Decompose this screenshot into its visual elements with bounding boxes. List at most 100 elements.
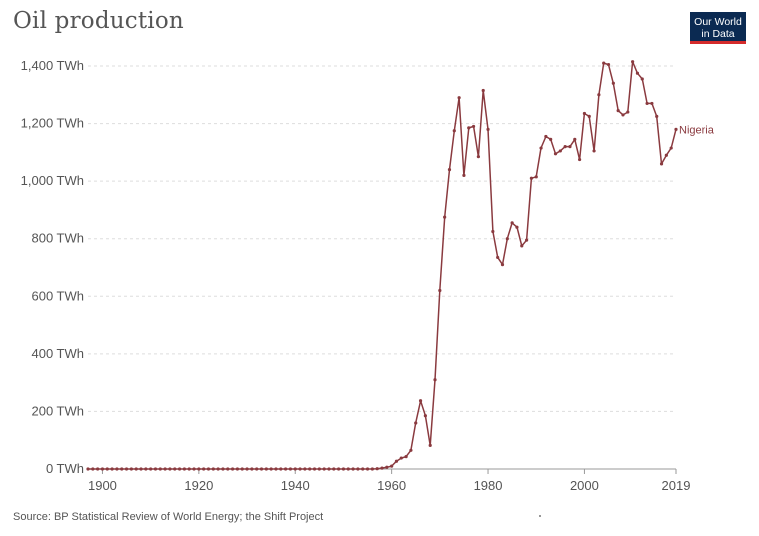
data-point[interactable]	[226, 467, 230, 471]
data-point[interactable]	[346, 467, 350, 471]
data-point[interactable]	[573, 137, 577, 142]
data-point[interactable]	[452, 129, 456, 133]
data-point[interactable]	[303, 467, 307, 471]
data-point[interactable]	[399, 456, 403, 460]
data-point[interactable]	[674, 127, 678, 131]
series-line-nigeria[interactable]	[88, 60, 677, 470]
data-point[interactable]	[264, 467, 268, 471]
data-point[interactable]	[418, 399, 423, 403]
data-point[interactable]	[187, 467, 191, 471]
data-point[interactable]	[250, 467, 254, 471]
data-point[interactable]	[182, 467, 186, 471]
data-point[interactable]	[505, 237, 509, 241]
data-point[interactable]	[626, 110, 630, 114]
data-point[interactable]	[370, 467, 374, 471]
data-point[interactable]	[385, 465, 389, 469]
data-point[interactable]	[616, 109, 620, 113]
data-point[interactable]	[115, 467, 119, 471]
owid-logo[interactable]: Our World in Data	[690, 12, 746, 44]
data-point[interactable]	[515, 225, 519, 229]
data-point[interactable]	[510, 221, 514, 225]
data-point[interactable]	[394, 459, 399, 463]
data-point[interactable]	[602, 61, 606, 65]
data-point[interactable]	[279, 467, 283, 471]
data-point[interactable]	[221, 467, 225, 471]
data-point[interactable]	[365, 467, 370, 471]
data-point[interactable]	[332, 467, 336, 471]
data-point[interactable]	[481, 88, 485, 93]
data-point[interactable]	[457, 96, 461, 100]
data-point[interactable]	[153, 467, 158, 471]
data-point[interactable]	[255, 467, 259, 471]
data-point[interactable]	[337, 467, 341, 471]
data-point[interactable]	[134, 467, 138, 471]
data-point[interactable]	[549, 137, 553, 142]
data-point[interactable]	[664, 153, 668, 157]
data-point[interactable]	[428, 443, 432, 447]
data-point[interactable]	[86, 467, 90, 471]
data-point[interactable]	[524, 238, 529, 242]
data-point[interactable]	[139, 467, 143, 471]
data-point[interactable]	[110, 467, 114, 471]
data-point[interactable]	[578, 157, 582, 162]
data-point[interactable]	[592, 149, 596, 153]
data-point[interactable]	[206, 467, 211, 471]
data-point[interactable]	[558, 149, 562, 153]
data-point[interactable]	[640, 77, 644, 81]
data-point[interactable]	[380, 466, 384, 470]
data-point[interactable]	[177, 467, 182, 471]
data-point[interactable]	[158, 467, 162, 471]
data-point[interactable]	[631, 60, 635, 64]
data-point[interactable]	[129, 467, 133, 471]
data-point[interactable]	[597, 93, 601, 97]
data-point[interactable]	[534, 175, 538, 179]
data-point[interactable]	[298, 467, 302, 471]
data-point[interactable]	[327, 467, 331, 471]
data-point[interactable]	[259, 467, 264, 471]
data-point[interactable]	[356, 467, 360, 471]
data-point[interactable]	[390, 464, 394, 468]
data-point[interactable]	[216, 467, 220, 471]
data-point[interactable]	[149, 467, 153, 471]
data-point[interactable]	[669, 146, 673, 150]
data-point[interactable]	[563, 145, 567, 149]
data-point[interactable]	[192, 467, 196, 471]
data-point[interactable]	[433, 378, 437, 382]
data-point[interactable]	[230, 467, 235, 471]
data-point[interactable]	[467, 126, 471, 130]
data-point[interactable]	[414, 421, 418, 425]
data-point[interactable]	[308, 467, 312, 471]
data-point[interactable]	[587, 114, 591, 118]
data-point[interactable]	[168, 467, 172, 471]
data-point[interactable]	[659, 162, 664, 166]
data-point[interactable]	[293, 467, 297, 471]
data-point[interactable]	[163, 467, 167, 471]
data-point[interactable]	[621, 113, 625, 117]
data-point[interactable]	[539, 146, 543, 150]
data-point[interactable]	[284, 467, 288, 471]
data-point[interactable]	[655, 114, 659, 118]
data-point[interactable]	[288, 467, 293, 471]
data-point[interactable]	[645, 101, 649, 106]
data-point[interactable]	[105, 467, 109, 471]
data-point[interactable]	[375, 467, 379, 471]
data-point[interactable]	[471, 124, 476, 129]
data-point[interactable]	[606, 62, 611, 67]
data-point[interactable]	[341, 467, 346, 471]
data-point[interactable]	[438, 288, 442, 293]
data-point[interactable]	[322, 467, 326, 471]
data-point[interactable]	[274, 467, 278, 471]
data-point[interactable]	[235, 467, 240, 471]
data-point[interactable]	[496, 255, 500, 260]
data-point[interactable]	[240, 467, 244, 471]
data-point[interactable]	[404, 455, 408, 459]
data-point[interactable]	[476, 155, 480, 159]
data-point[interactable]	[500, 263, 505, 267]
data-point[interactable]	[443, 215, 447, 219]
data-point[interactable]	[520, 244, 524, 248]
data-point[interactable]	[245, 467, 249, 471]
data-point[interactable]	[202, 467, 206, 471]
data-point[interactable]	[312, 467, 317, 471]
data-point[interactable]	[351, 467, 355, 471]
